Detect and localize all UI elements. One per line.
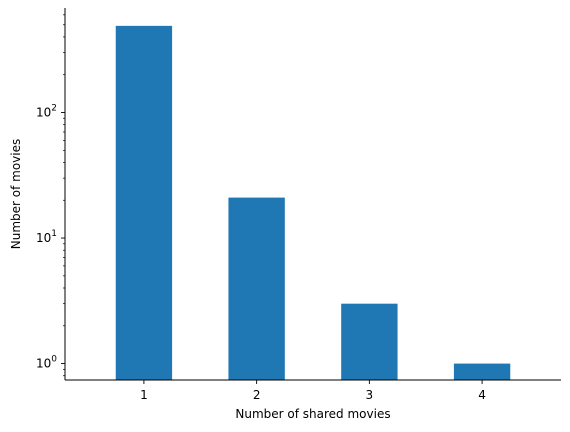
x-tick-label: 2 [253,388,261,402]
x-tick-label: 1 [140,388,148,402]
x-axis-ticks: 1 2 3 4 [140,380,486,402]
x-axis-label: Number of shared movies [235,407,390,421]
y-axis-ticks: 100 101 102 [36,14,65,377]
bars [115,25,511,381]
y-tick-label: 101 [36,229,57,245]
y-tick-label: 102 [36,104,57,120]
bar-2 [228,197,285,380]
y-tick-label: 100 [36,355,57,371]
bar-3 [341,303,398,380]
x-tick-label: 4 [478,388,486,402]
bar-1 [115,25,173,381]
bar-4 [453,363,511,380]
y-axis-label: Number of movies [9,139,23,250]
x-tick-label: 3 [366,388,374,402]
